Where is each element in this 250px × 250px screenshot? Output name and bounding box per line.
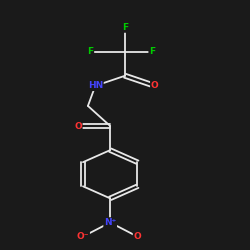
Text: HN: HN	[88, 81, 103, 90]
Text: O: O	[134, 232, 141, 241]
Text: F: F	[122, 23, 128, 32]
Text: F: F	[87, 47, 94, 56]
Text: N⁺: N⁺	[104, 218, 116, 227]
Text: F: F	[149, 47, 155, 56]
Text: O: O	[151, 81, 158, 90]
Text: O⁻: O⁻	[77, 232, 89, 241]
Text: O: O	[74, 122, 82, 130]
